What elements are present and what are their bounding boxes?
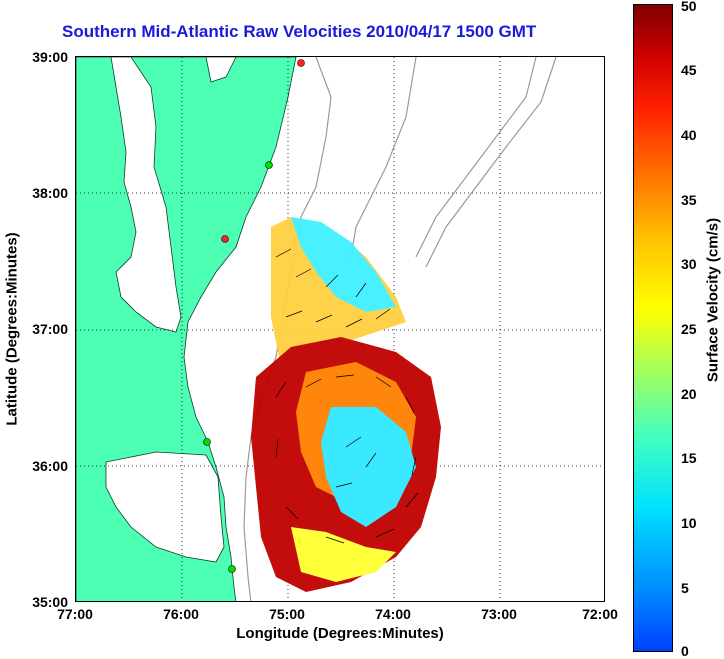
colorbar-tick-label: 10 [681, 515, 697, 531]
x-tick-label: 77:00 [57, 606, 93, 622]
x-tick-label: 75:00 [269, 606, 305, 622]
colorbar-tick-label: 40 [681, 127, 697, 143]
y-tick-label: 35:00 [32, 594, 68, 610]
map-canvas [76, 57, 604, 601]
x-tick-label: 73:00 [481, 606, 517, 622]
colorbar-tick-label: 50 [681, 0, 697, 14]
colorbar-tick-label: 5 [681, 580, 689, 596]
station-marker [265, 161, 273, 169]
colorbar-tick-label: 45 [681, 62, 697, 78]
y-tick-label: 37:00 [32, 321, 68, 337]
x-axis-label: Longitude (Degrees:Minutes) [236, 625, 444, 642]
colorbar-tick-label: 30 [681, 256, 697, 272]
delaware-bay [205, 57, 237, 83]
colorbar-tick-label: 15 [681, 450, 697, 466]
station-marker [297, 59, 305, 67]
x-tick-label: 74:00 [375, 606, 411, 622]
colorbar-tick-label: 25 [681, 321, 697, 337]
colorbar-tick-label: 35 [681, 192, 697, 208]
station-marker [228, 565, 236, 573]
velocity-arrows [275, 248, 419, 544]
y-tick-label: 36:00 [32, 458, 68, 474]
station-marker [221, 235, 229, 243]
colorbar-label: Surface Velocity (cm/s) [704, 217, 722, 383]
radar-stations [203, 59, 305, 573]
velocity-field [251, 217, 441, 592]
x-tick-label: 72:00 [582, 606, 618, 622]
chesapeake-bay [110, 57, 182, 333]
map-plot-area[interactable] [75, 56, 605, 602]
colorbar-tick-label: 0 [681, 643, 689, 659]
x-tick-label: 76:00 [163, 606, 199, 622]
y-axis-label: Latitude (Degrees:Minutes) [3, 232, 21, 426]
y-tick-label: 39:00 [32, 49, 68, 65]
map-title: Southern Mid-Atlantic Raw Velocities 201… [62, 22, 537, 41]
y-tick-label: 38:00 [32, 185, 68, 201]
pamlico-sound [105, 451, 225, 563]
station-marker [203, 438, 211, 446]
colorbar-tick-label: 20 [681, 386, 697, 402]
colorbar [633, 4, 673, 652]
